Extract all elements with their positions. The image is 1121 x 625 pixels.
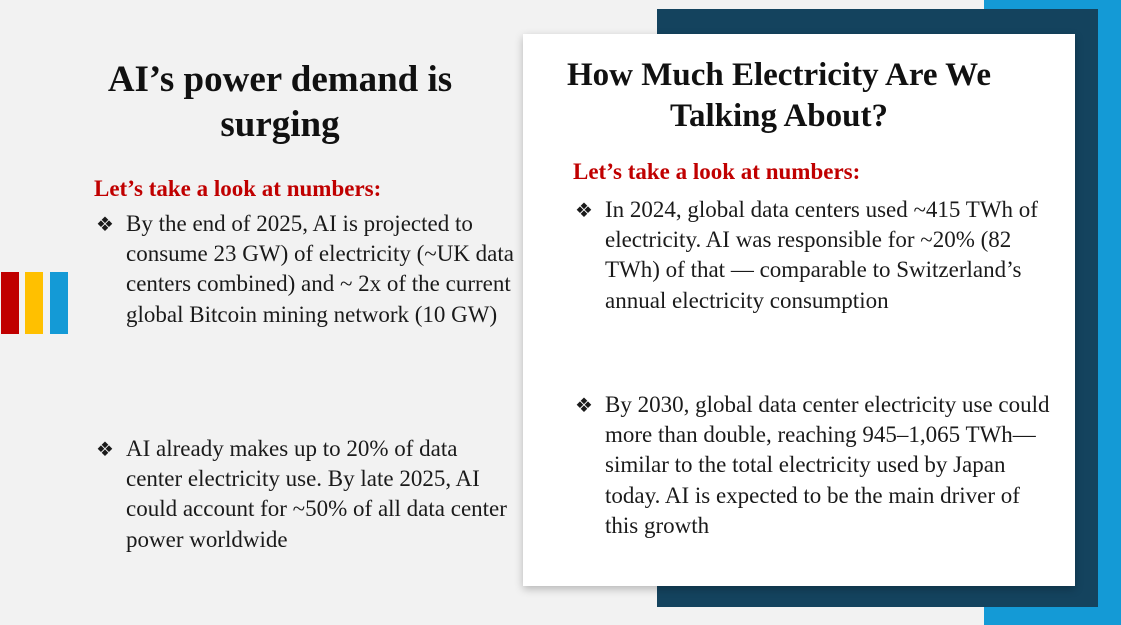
- right-bullet-item: ❖ By 2030, global data center electricit…: [575, 390, 1055, 541]
- left-bullet-item: ❖ By the end of 2025, AI is projected to…: [96, 209, 516, 330]
- diamond-bullet-icon: ❖: [575, 393, 593, 417]
- left-title: AI’s power demand is surging: [107, 59, 453, 145]
- decor-stripe-blue: [50, 272, 68, 334]
- right-title: How Much Electricity Are We Talking Abou…: [566, 57, 992, 134]
- left-subhead: Let’s take a look at numbers:: [94, 176, 382, 201]
- left-bullet-text: AI already makes up to 20% of data cente…: [126, 436, 507, 552]
- right-subhead: Let’s take a look at numbers:: [573, 159, 861, 184]
- right-bullet-item: ❖ In 2024, global data centers used ~415…: [575, 195, 1045, 316]
- diamond-bullet-icon: ❖: [96, 437, 114, 461]
- decor-stripe-red: [1, 272, 19, 334]
- left-bullet-text: By the end of 2025, AI is projected to c…: [126, 211, 514, 327]
- electricity-card: How Much Electricity Are We Talking Abou…: [523, 34, 1075, 586]
- left-bullet-item: ❖ AI already makes up to 20% of data cen…: [96, 434, 516, 555]
- right-bullet-text: By 2030, global data center electricity …: [605, 392, 1050, 538]
- right-bullet-text: In 2024, global data centers used ~415 T…: [605, 197, 1038, 313]
- diamond-bullet-icon: ❖: [96, 212, 114, 236]
- decor-stripe-yellow: [25, 272, 43, 334]
- diamond-bullet-icon: ❖: [575, 198, 593, 222]
